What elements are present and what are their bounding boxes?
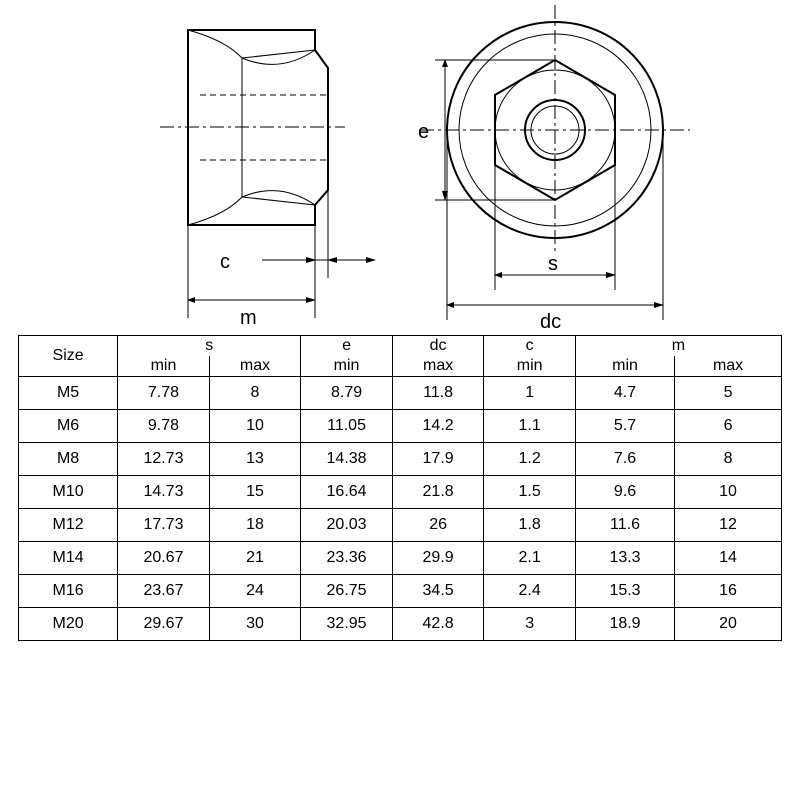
- cell-size: M10: [19, 476, 118, 509]
- cell-m_min: 11.6: [575, 509, 674, 542]
- cell-size: M14: [19, 542, 118, 575]
- th-size: Size: [19, 336, 118, 377]
- cell-c_min: 1: [484, 377, 576, 410]
- cell-m_max: 20: [675, 608, 782, 641]
- cell-m_max: 6: [675, 410, 782, 443]
- table-row: M812.731314.3817.91.27.68: [19, 443, 782, 476]
- cell-dc_max: 34.5: [392, 575, 484, 608]
- cell-s_max: 13: [209, 443, 301, 476]
- cell-m_max: 14: [675, 542, 782, 575]
- cell-c_min: 3: [484, 608, 576, 641]
- cell-e_min: 20.03: [301, 509, 393, 542]
- cell-size: M12: [19, 509, 118, 542]
- cell-e_min: 14.38: [301, 443, 393, 476]
- cell-c_min: 1.8: [484, 509, 576, 542]
- label-m: m: [240, 307, 257, 329]
- cell-dc_max: 29.9: [392, 542, 484, 575]
- cell-e_min: 32.95: [301, 608, 393, 641]
- cell-m_min: 7.6: [575, 443, 674, 476]
- cell-c_min: 1.2: [484, 443, 576, 476]
- cell-e_min: 16.64: [301, 476, 393, 509]
- cell-dc_max: 26: [392, 509, 484, 542]
- th-m-max: max: [675, 356, 782, 377]
- cell-s_min: 23.67: [118, 575, 210, 608]
- spec-table-body: M57.7888.7911.814.75M69.781011.0514.21.1…: [19, 377, 782, 641]
- cell-m_min: 18.9: [575, 608, 674, 641]
- cell-s_max: 10: [209, 410, 301, 443]
- label-dc: dc: [540, 311, 561, 333]
- cell-c_min: 2.4: [484, 575, 576, 608]
- cell-m_max: 12: [675, 509, 782, 542]
- table-row: M69.781011.0514.21.15.76: [19, 410, 782, 443]
- cell-m_min: 13.3: [575, 542, 674, 575]
- cell-s_min: 9.78: [118, 410, 210, 443]
- table-row: M2029.673032.9542.8318.920: [19, 608, 782, 641]
- flange-nut-diagram: c m: [0, 0, 800, 335]
- th-dc-max: max: [392, 356, 484, 377]
- cell-m_min: 4.7: [575, 377, 674, 410]
- cell-size: M20: [19, 608, 118, 641]
- th-dc: dc: [392, 336, 484, 357]
- side-view: c m: [160, 30, 375, 329]
- cell-s_max: 8: [209, 377, 301, 410]
- cell-dc_max: 42.8: [392, 608, 484, 641]
- cell-m_min: 15.3: [575, 575, 674, 608]
- spec-table-area: Size s e dc c m min max min max min min …: [18, 335, 782, 641]
- cell-m_max: 5: [675, 377, 782, 410]
- table-row: M57.7888.7911.814.75: [19, 377, 782, 410]
- th-c-min: min: [484, 356, 576, 377]
- table-row: M1623.672426.7534.52.415.316: [19, 575, 782, 608]
- cell-m_max: 8: [675, 443, 782, 476]
- cell-size: M8: [19, 443, 118, 476]
- spec-table: Size s e dc c m min max min max min min …: [18, 335, 782, 641]
- cell-dc_max: 11.8: [392, 377, 484, 410]
- th-m: m: [575, 336, 781, 357]
- cell-s_min: 20.67: [118, 542, 210, 575]
- cell-s_max: 21: [209, 542, 301, 575]
- cell-s_max: 24: [209, 575, 301, 608]
- top-view: e s dc: [418, 5, 690, 333]
- table-row: M1420.672123.3629.92.113.314: [19, 542, 782, 575]
- cell-dc_max: 17.9: [392, 443, 484, 476]
- cell-size: M6: [19, 410, 118, 443]
- cell-m_max: 10: [675, 476, 782, 509]
- cell-dc_max: 21.8: [392, 476, 484, 509]
- cell-e_min: 23.36: [301, 542, 393, 575]
- cell-s_max: 15: [209, 476, 301, 509]
- cell-s_min: 12.73: [118, 443, 210, 476]
- cell-m_min: 5.7: [575, 410, 674, 443]
- th-s-max: max: [209, 356, 301, 377]
- cell-s_min: 29.67: [118, 608, 210, 641]
- cell-e_min: 26.75: [301, 575, 393, 608]
- th-s-min: min: [118, 356, 210, 377]
- cell-m_max: 16: [675, 575, 782, 608]
- cell-s_min: 7.78: [118, 377, 210, 410]
- table-row: M1217.731820.03261.811.612: [19, 509, 782, 542]
- cell-e_min: 8.79: [301, 377, 393, 410]
- cell-size: M5: [19, 377, 118, 410]
- label-s: s: [548, 253, 558, 275]
- label-c: c: [220, 251, 230, 273]
- cell-size: M16: [19, 575, 118, 608]
- diagram-area: c m: [0, 0, 800, 335]
- th-e: e: [301, 336, 393, 357]
- cell-e_min: 11.05: [301, 410, 393, 443]
- th-e-min: min: [301, 356, 393, 377]
- cell-s_min: 14.73: [118, 476, 210, 509]
- cell-s_min: 17.73: [118, 509, 210, 542]
- cell-s_max: 30: [209, 608, 301, 641]
- cell-s_max: 18: [209, 509, 301, 542]
- cell-c_min: 1.1: [484, 410, 576, 443]
- cell-c_min: 2.1: [484, 542, 576, 575]
- cell-c_min: 1.5: [484, 476, 576, 509]
- cell-m_min: 9.6: [575, 476, 674, 509]
- table-row: M1014.731516.6421.81.59.610: [19, 476, 782, 509]
- th-c: c: [484, 336, 576, 357]
- th-m-min: min: [575, 356, 674, 377]
- label-e: e: [418, 121, 429, 143]
- cell-dc_max: 14.2: [392, 410, 484, 443]
- th-s: s: [118, 336, 301, 357]
